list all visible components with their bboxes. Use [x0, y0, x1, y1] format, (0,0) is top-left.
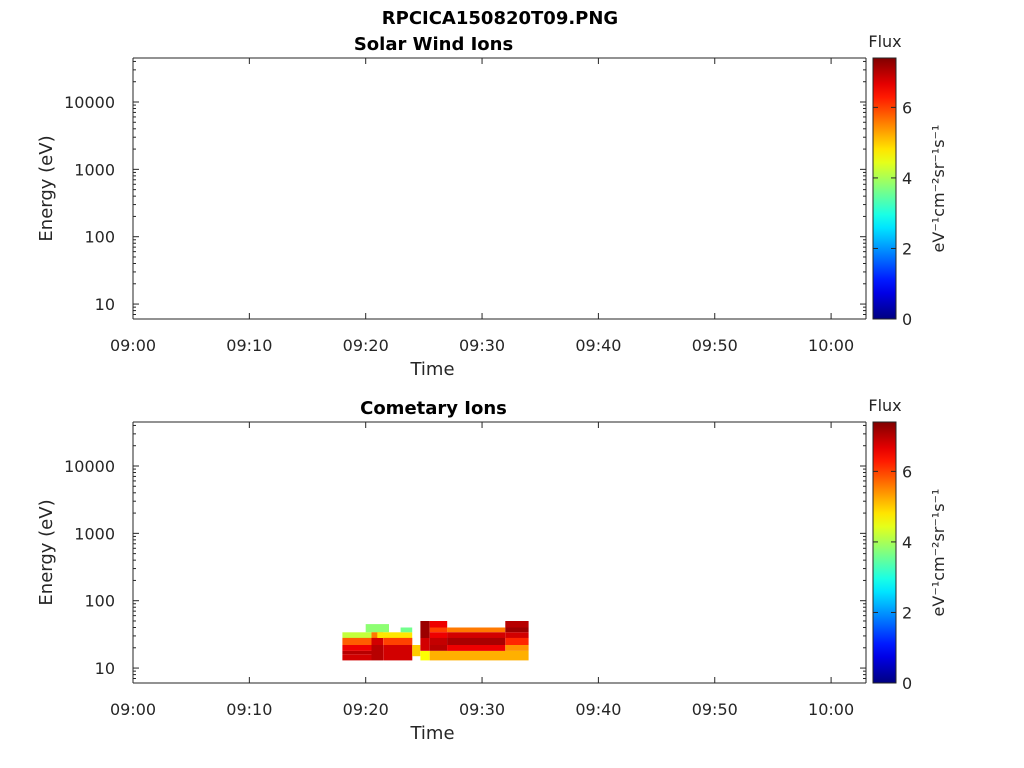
heatmap-cell — [505, 632, 529, 638]
colorbar-tick-label: 0 — [902, 310, 912, 329]
heatmap-cell — [365, 624, 389, 633]
heatmap-cell — [447, 637, 506, 645]
colorbar-label: Flux — [868, 32, 901, 51]
panel-title: Cometary Ions — [360, 398, 507, 419]
x-tick-label: 09:00 — [110, 336, 156, 355]
heatmap-cell — [342, 645, 372, 651]
colorbar-tick-label: 4 — [902, 533, 912, 552]
heatmap-cell — [429, 650, 529, 661]
y-tick-label: 10 — [95, 659, 115, 678]
x-tick-label: 09:10 — [226, 336, 272, 355]
x-tick-label: 09:50 — [692, 700, 738, 719]
x-tick-label: 09:20 — [343, 336, 389, 355]
y-tick-label: 1000 — [74, 160, 115, 179]
x-tick-label: 09:40 — [575, 700, 621, 719]
colorbar-tick-label: 2 — [902, 603, 912, 622]
x-tick-label: 09:00 — [110, 700, 156, 719]
heatmap-cell — [342, 650, 372, 655]
heatmap-cell — [447, 632, 506, 638]
heatmap-cell — [505, 645, 529, 651]
colorbar-tick-label: 2 — [902, 239, 912, 258]
heatmap-cell — [420, 650, 430, 661]
colorbar-tick-label: 0 — [902, 674, 912, 693]
heatmap-cell — [429, 632, 448, 638]
heatmap-cell — [420, 637, 430, 651]
x-tick-label: 09:30 — [459, 336, 505, 355]
heatmap-cell — [429, 637, 448, 645]
y-tick-label: 10 — [95, 295, 115, 314]
panel-1: 09:00 09:10 09:20 09:30 09:40 09:50 10:00 10 100… — [36, 32, 948, 380]
x-tick-label: 09:50 — [692, 336, 738, 355]
heatmap-cell — [429, 627, 448, 633]
x-tick-label: 09:20 — [343, 700, 389, 719]
heatmap-cell — [447, 645, 506, 651]
x-tick-label: 09:40 — [575, 336, 621, 355]
colorbar-tick-label: 6 — [902, 462, 912, 481]
heatmap-cell — [383, 645, 413, 661]
heatmap-cell — [342, 632, 378, 638]
x-tick-label: 09:10 — [226, 700, 272, 719]
heatmap-cell — [429, 621, 448, 628]
figure-title: RPCICA150820T09.PNG — [382, 8, 618, 29]
colorbar-units: eV⁻¹cm⁻²sr⁻¹s⁻¹ — [929, 125, 948, 253]
heatmap-cell — [377, 632, 413, 638]
y-axis-label: Energy (eV) — [36, 499, 57, 605]
x-tick-label: 10:00 — [808, 336, 854, 355]
heatmap-cell — [505, 627, 529, 633]
heatmap-cell — [371, 645, 384, 661]
colorbar-tick-label: 6 — [902, 98, 912, 117]
y-axis-label: Energy (eV) — [36, 135, 57, 241]
colorbar-label: Flux — [868, 396, 901, 415]
heatmap-cell — [371, 637, 384, 645]
panel-title: Solar Wind Ions — [354, 34, 513, 55]
colorbar-gradient — [872, 57, 897, 320]
heatmap-cell — [412, 645, 421, 657]
x-tick-label: 09:30 — [459, 700, 505, 719]
colorbar: 0 2 4 6 Flux eV⁻¹cm⁻²sr⁻¹s⁻¹ — [868, 396, 948, 693]
heatmap-cell — [342, 637, 378, 645]
colorbar: 0 2 4 6 Flux eV⁻¹cm⁻²sr⁻¹s⁻¹ — [868, 32, 948, 329]
heatmap-cell — [342, 654, 372, 661]
heatmap-cell — [505, 637, 529, 645]
colorbar-units: eV⁻¹cm⁻²sr⁻¹s⁻¹ — [929, 489, 948, 617]
y-tick-label: 100 — [84, 228, 115, 247]
heatmap-cell — [383, 637, 413, 645]
y-tick-label: 10000 — [64, 93, 115, 112]
heatmap-cell — [505, 621, 529, 628]
y-tick-label: 100 — [84, 592, 115, 611]
x-axis-label: Time — [409, 723, 454, 744]
heatmap-cell — [400, 627, 413, 633]
plot-area — [133, 58, 866, 319]
colorbar-tick-label: 4 — [902, 169, 912, 188]
heatmap-cell — [420, 621, 430, 638]
colorbar-gradient — [872, 421, 897, 684]
y-tick-label: 1000 — [74, 524, 115, 543]
panel-2: 09:00 09:10 09:20 09:30 09:40 09:50 10:00 10 100… — [36, 396, 948, 744]
heatmap-cell — [429, 645, 448, 651]
x-axis-label: Time — [409, 359, 454, 380]
y-tick-label: 10000 — [64, 457, 115, 476]
heatmap-cell — [447, 627, 506, 633]
x-tick-label: 10:00 — [808, 700, 854, 719]
